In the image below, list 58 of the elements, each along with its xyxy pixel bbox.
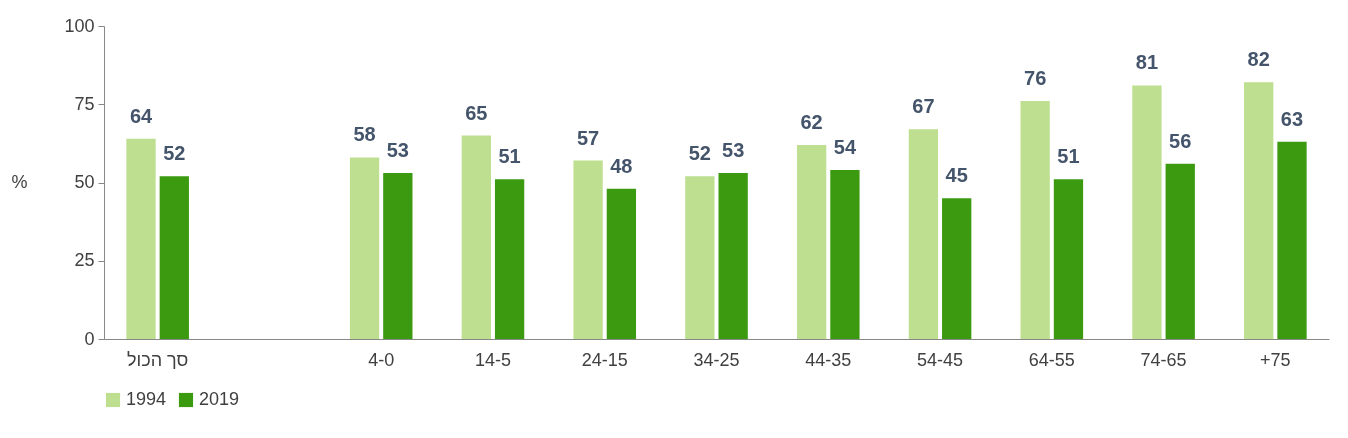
bar: [1132, 85, 1162, 339]
y-axis-title: %: [11, 171, 28, 192]
bar: [1244, 82, 1274, 339]
data-label: 81: [1135, 51, 1159, 74]
data-label: 62: [800, 110, 823, 133]
bar: [1020, 101, 1050, 339]
bar: [718, 173, 748, 339]
bar: [383, 173, 413, 339]
x-tick-label: 74-65: [1140, 349, 1187, 370]
data-label: 51: [498, 145, 521, 168]
data-label: 54: [833, 135, 857, 158]
bar: [796, 144, 827, 339]
x-tick-label: 4-0: [368, 349, 395, 370]
data-label: 51: [1057, 145, 1080, 168]
data-label: 52: [163, 142, 186, 165]
data-label: 48: [610, 154, 633, 177]
x-tick-label: 54-45: [917, 349, 964, 370]
bar: [606, 188, 637, 339]
data-label: 45: [945, 164, 968, 187]
legend-label: 1994: [126, 389, 167, 409]
data-label: 82: [1247, 48, 1270, 71]
x-tick-label: 24-15: [581, 349, 628, 370]
data-label: 53: [722, 139, 745, 162]
data-label: 65: [465, 101, 488, 124]
data-label: 57: [576, 126, 600, 149]
bar: [1165, 163, 1195, 339]
y-tick-label: 25: [74, 250, 95, 271]
x-tick-label: 34-25: [693, 349, 740, 370]
bar: [494, 179, 525, 339]
y-tick-label: 100: [64, 15, 95, 36]
y-tick-label: 50: [74, 172, 95, 192]
x-tick-label: סך הכול: [126, 349, 189, 370]
bar: [126, 138, 156, 339]
data-label: 76: [1024, 67, 1047, 90]
legend-label: 2019: [199, 389, 240, 409]
data-label: 56: [1169, 129, 1192, 152]
y-tick-label: 0: [84, 328, 95, 349]
y-tick-label: 75: [74, 93, 95, 114]
bar: [159, 176, 189, 339]
data-label: 52: [688, 142, 711, 165]
bar: [461, 135, 491, 339]
bar: [942, 198, 972, 339]
bar: [349, 157, 380, 339]
data-label: 64: [129, 104, 153, 127]
bar: [1053, 179, 1084, 339]
bar: [685, 176, 715, 339]
data-label: 67: [912, 95, 935, 118]
bar: [908, 129, 939, 339]
x-tick-label: 44-35: [805, 349, 852, 370]
x-tick-label: 64-55: [1028, 349, 1075, 370]
data-label: 53: [386, 139, 409, 162]
bar: [573, 160, 603, 339]
data-label: 63: [1280, 107, 1304, 130]
bar: [1277, 141, 1307, 339]
x-tick-label: +75: [1260, 349, 1291, 370]
bar: [830, 169, 860, 339]
x-tick-label: 14-5: [474, 349, 511, 370]
data-label: 58: [353, 123, 376, 146]
